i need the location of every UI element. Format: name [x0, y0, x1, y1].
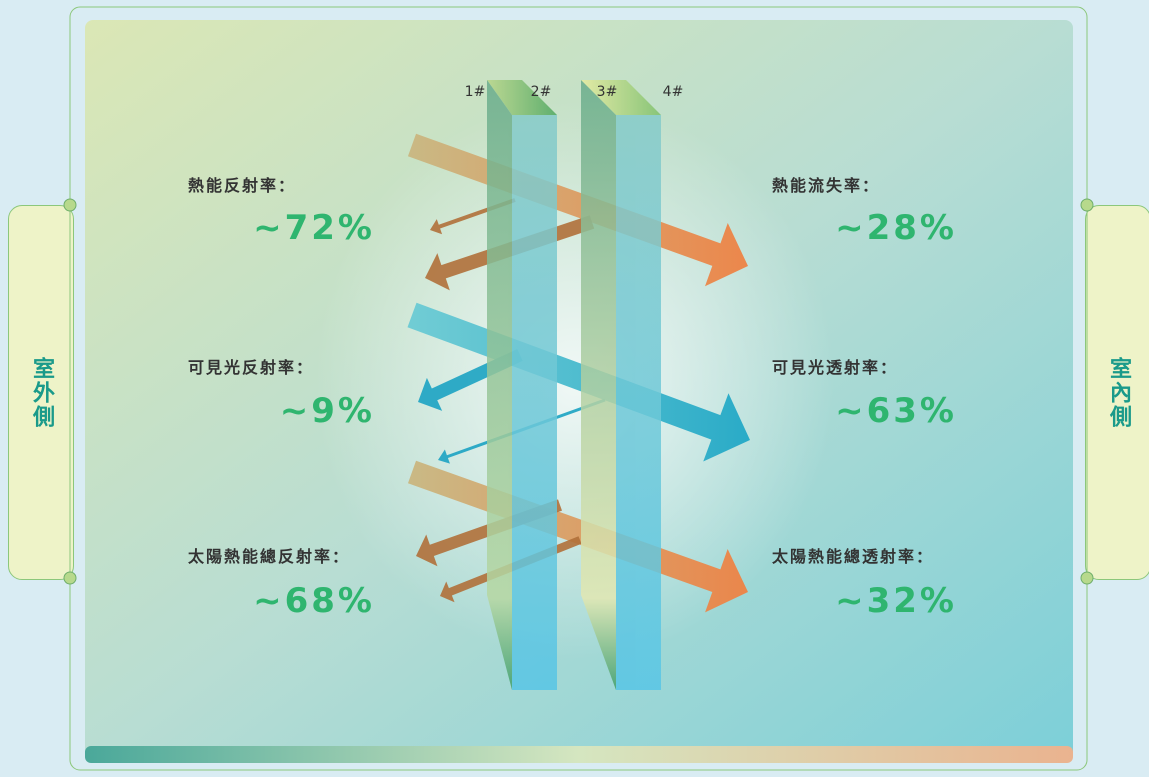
- metric-value: ~72%: [253, 208, 375, 248]
- metric-label: 熱能反射率：: [188, 176, 296, 195]
- indoor-label: 室內側: [1106, 356, 1131, 429]
- connector: [63, 198, 77, 212]
- pane-label: 1#: [465, 84, 486, 100]
- pane-face: [616, 115, 661, 690]
- pane-top: [581, 80, 661, 115]
- metric-value: ~32%: [835, 581, 957, 621]
- connector: [1080, 571, 1094, 585]
- metric-value: ~28%: [835, 208, 957, 248]
- connector: [63, 571, 77, 585]
- pane-face: [512, 115, 557, 690]
- pane-label: 3#: [597, 84, 618, 100]
- indoor-tab: 室內側: [1085, 205, 1149, 580]
- bottom-strip: [85, 746, 1073, 763]
- metric-value: ~68%: [253, 581, 375, 621]
- pane-top: [487, 80, 557, 115]
- metric-label: 可見光透射率：: [772, 358, 898, 377]
- metric-label: 可見光反射率：: [188, 358, 314, 377]
- metric-label: 熱能流失率：: [772, 176, 880, 195]
- pane-label: 4#: [663, 84, 684, 100]
- metric-value: ~9%: [280, 391, 375, 431]
- frame: [69, 6, 1088, 771]
- metric-label: 太陽熱能總反射率：: [187, 547, 350, 566]
- pane-edge: [487, 80, 512, 690]
- pane-edge: [581, 80, 616, 690]
- glass-pane: [487, 80, 661, 690]
- pane-label: 2#: [531, 84, 552, 100]
- metric-value: ~63%: [835, 391, 957, 431]
- connector: [1080, 198, 1094, 212]
- metric-label: 太陽熱能總透射率：: [771, 547, 934, 566]
- outdoor-label: 室外側: [29, 356, 54, 429]
- outdoor-tab: 室外側: [8, 205, 74, 580]
